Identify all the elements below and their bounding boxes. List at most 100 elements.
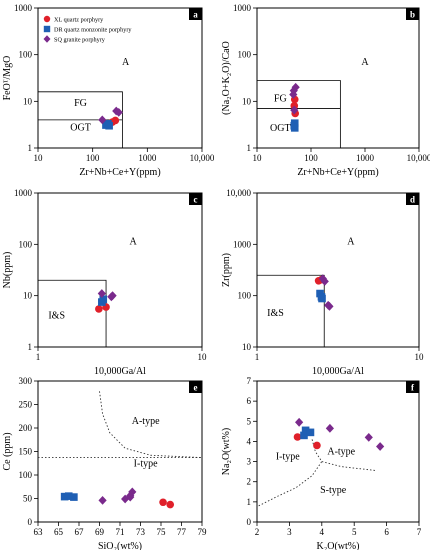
data-point-diamond: [325, 423, 334, 433]
y-tick-label: 1000: [233, 3, 252, 13]
x-axis-label: 10,000Ga/Al: [94, 366, 146, 377]
x-tick-label: 10: [198, 352, 208, 362]
y-tick-label: 300: [19, 376, 33, 386]
x-axis-label: K₂O(wt%): [317, 541, 360, 550]
x-tick-label: 10,000: [407, 153, 430, 163]
legend-label: DR quartz monzonite porphyry: [54, 27, 132, 34]
x-tick-label: 69: [95, 527, 105, 537]
field-label: I-type: [134, 459, 158, 470]
field-label: OGT: [270, 123, 291, 134]
series-square: [60, 492, 78, 501]
field-boundary-dotted: [99, 391, 203, 459]
y-tick-label: 1000: [233, 239, 252, 249]
panel-label-badge: [189, 8, 202, 20]
chart-panel-e: 63 65 67 69 71 73 75 77 79 0 50 100 150 200 250 300 SiO₂…: [2, 376, 207, 550]
panel-label-badge: [406, 381, 419, 393]
field-label: I-type: [276, 452, 300, 463]
x-tick-label: 6: [384, 527, 389, 537]
plot-frame: [37, 7, 203, 149]
y-tick-label: 0: [28, 517, 33, 527]
data-point-diamond: [126, 492, 135, 502]
data-point-diamond: [295, 417, 304, 427]
field-boundary: [38, 91, 123, 148]
series-square: [316, 289, 326, 303]
y-tick-label: 5: [247, 416, 252, 426]
series-diamond: [98, 487, 137, 505]
data-point-square: [290, 124, 299, 132]
field-label: A-type: [132, 416, 160, 427]
panel-label: d: [410, 195, 415, 205]
series-square: [290, 119, 299, 132]
y-tick-label: 10: [23, 291, 33, 301]
data-point-circle: [313, 441, 321, 450]
x-tick-label: 3: [287, 527, 292, 537]
data-point-square: [300, 431, 308, 440]
data-point-circle: [159, 498, 167, 507]
series-diamond: [295, 417, 385, 451]
data-point-diamond: [43, 35, 51, 43]
data-point-diamond: [318, 274, 327, 284]
plot-frame: [256, 7, 420, 149]
field-label: S-type: [320, 485, 347, 496]
x-tick-label: 10,000: [190, 153, 215, 163]
data-point-diamond: [325, 301, 334, 311]
data-point-square: [43, 25, 51, 33]
x-tick-label: 79: [198, 527, 208, 537]
y-axis-label: Na₂O(wt%): [221, 428, 232, 475]
y-tick-label: 250: [19, 400, 33, 410]
series-diamond: [289, 82, 300, 115]
data-point-circle: [43, 15, 51, 23]
x-tick-label: 73: [136, 527, 146, 537]
x-tick-label: 1: [255, 352, 260, 362]
x-axis-label: Zr+Nb+Ce+Y(ppm): [79, 167, 160, 178]
y-axis-label: Nb(ppm): [2, 252, 13, 289]
x-tick-label: 65: [54, 527, 64, 537]
panel-label: b: [410, 10, 415, 20]
data-point-diamond: [291, 82, 300, 92]
x-tick-label: 10: [415, 352, 425, 362]
y-tick-label: 1000: [14, 188, 33, 198]
panel-label-badge: [406, 8, 419, 20]
data-point-diamond: [364, 433, 373, 442]
field-label: A: [129, 236, 137, 247]
x-tick-label: 7: [417, 527, 422, 537]
y-tick-label: 10: [23, 96, 33, 106]
y-tick-label: 3: [247, 457, 252, 467]
y-tick-label: 1: [28, 342, 33, 352]
field-label: OGT: [70, 122, 91, 133]
plot-frame: [37, 380, 203, 523]
x-axis-label: SiO₂(wt%): [98, 541, 142, 550]
data-point-circle: [95, 305, 103, 313]
chart-panel-f: 2 3 4 5 6 7 0 1 2 3 4 5 6 7 K₂O(wt%) Na₂O(wt%) f I-type A-…: [221, 376, 422, 550]
x-tick-label: 2: [255, 527, 260, 537]
field-boundary-dotted: [258, 461, 323, 507]
data-point-diamond: [289, 90, 298, 99]
y-tick-label: 100: [238, 50, 252, 60]
x-tick-label: 1000: [356, 153, 375, 163]
field-label: A-type: [327, 447, 355, 458]
data-point-circle: [293, 433, 302, 441]
y-tick-label: 10,000: [226, 188, 251, 198]
series-diamond: [98, 106, 123, 125]
y-axis-label: (Na₂O+K₂O)/CaO: [221, 41, 232, 115]
x-tick-label: 100: [86, 153, 100, 163]
series-square: [300, 426, 315, 440]
data-point-square: [105, 121, 113, 130]
data-point-diamond: [290, 105, 299, 115]
data-point-diamond: [108, 291, 117, 301]
data-point-diamond: [98, 115, 107, 125]
field-label: A: [347, 236, 355, 247]
field-boundary: [38, 279, 107, 347]
y-tick-label: 6: [247, 396, 252, 406]
field-label: A: [122, 57, 130, 68]
x-tick-label: 75: [157, 527, 167, 537]
panel-label: e: [194, 383, 198, 393]
legend: XL quartz porphyry DR quartz monzonite po…: [43, 15, 132, 44]
field-boundary: [257, 80, 341, 148]
field-label: FG: [274, 93, 287, 104]
data-point-circle: [111, 116, 120, 125]
y-tick-label: 150: [19, 447, 33, 457]
x-tick-label: 10: [253, 153, 263, 163]
data-point-square: [99, 295, 108, 304]
